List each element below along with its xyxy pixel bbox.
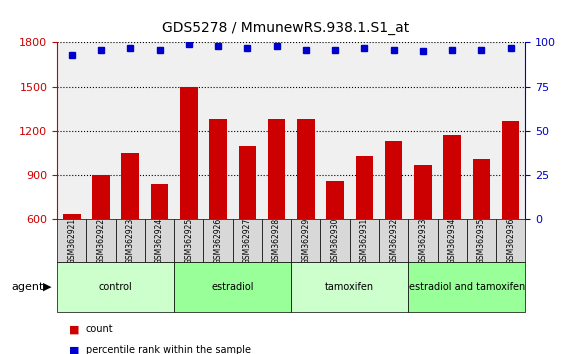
FancyBboxPatch shape (291, 219, 320, 262)
Bar (63, 213, 81, 219)
Text: GSM362923: GSM362923 (126, 218, 135, 264)
Bar (385, 141, 403, 219)
Text: count: count (86, 324, 113, 334)
Text: GSM362935: GSM362935 (477, 217, 486, 264)
Text: GSM362929: GSM362929 (301, 218, 311, 264)
Bar (502, 121, 520, 219)
Bar (209, 119, 227, 219)
Bar (473, 159, 490, 219)
Text: GSM362933: GSM362933 (419, 217, 428, 264)
Text: GSM362924: GSM362924 (155, 218, 164, 264)
Text: agent: agent (11, 282, 44, 292)
FancyBboxPatch shape (174, 262, 291, 312)
FancyBboxPatch shape (57, 262, 174, 312)
Text: percentile rank within the sample: percentile rank within the sample (86, 346, 251, 354)
FancyBboxPatch shape (115, 219, 145, 262)
Text: tamoxifen: tamoxifen (325, 282, 375, 292)
Text: GSM362928: GSM362928 (272, 218, 281, 264)
Text: ■: ■ (69, 346, 79, 354)
Text: GSM362936: GSM362936 (506, 217, 515, 264)
Bar (356, 156, 373, 219)
Text: GSM362926: GSM362926 (214, 218, 223, 264)
Bar (443, 135, 461, 219)
Bar (180, 87, 198, 219)
Bar (414, 165, 432, 219)
Bar (297, 119, 315, 219)
Text: GSM362931: GSM362931 (360, 218, 369, 264)
FancyBboxPatch shape (437, 219, 467, 262)
FancyBboxPatch shape (145, 219, 174, 262)
Text: control: control (99, 282, 132, 292)
FancyBboxPatch shape (496, 219, 525, 262)
Text: ▶: ▶ (43, 282, 51, 292)
Bar (326, 181, 344, 219)
FancyBboxPatch shape (233, 219, 262, 262)
Bar (268, 119, 286, 219)
FancyBboxPatch shape (57, 219, 86, 262)
Text: ■: ■ (69, 324, 79, 334)
Bar (151, 184, 168, 219)
Text: GSM362934: GSM362934 (448, 217, 457, 264)
Text: GSM362932: GSM362932 (389, 218, 398, 264)
FancyBboxPatch shape (320, 219, 349, 262)
FancyBboxPatch shape (291, 262, 408, 312)
Text: estradiol and tamoxifen: estradiol and tamoxifen (409, 282, 525, 292)
Text: estradiol: estradiol (211, 282, 254, 292)
FancyBboxPatch shape (86, 219, 115, 262)
Text: GSM362925: GSM362925 (184, 218, 194, 264)
Bar (122, 153, 139, 219)
FancyBboxPatch shape (408, 219, 437, 262)
Bar (239, 146, 256, 219)
Bar (93, 175, 110, 219)
Text: GSM362922: GSM362922 (96, 218, 106, 264)
Text: GSM362921: GSM362921 (67, 218, 77, 264)
FancyBboxPatch shape (379, 219, 408, 262)
Text: GSM362930: GSM362930 (331, 217, 340, 264)
Text: GSM362927: GSM362927 (243, 218, 252, 264)
FancyBboxPatch shape (408, 262, 525, 312)
FancyBboxPatch shape (174, 219, 203, 262)
FancyBboxPatch shape (262, 219, 291, 262)
FancyBboxPatch shape (349, 219, 379, 262)
FancyBboxPatch shape (467, 219, 496, 262)
Text: GDS5278 / MmunewRS.938.1.S1_at: GDS5278 / MmunewRS.938.1.S1_at (162, 21, 409, 35)
FancyBboxPatch shape (203, 219, 233, 262)
